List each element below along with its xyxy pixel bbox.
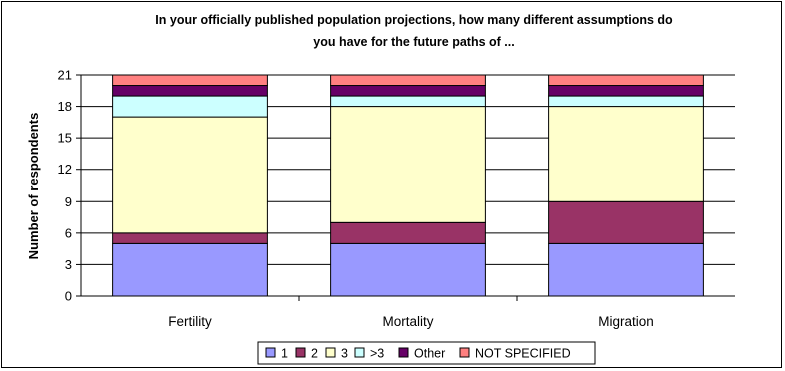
legend-swatch xyxy=(325,347,336,358)
bar-segment xyxy=(112,85,268,97)
bar-segment xyxy=(548,95,704,108)
chart-title-line-2: you have for the future paths of ... xyxy=(313,35,514,49)
legend-box xyxy=(257,341,596,365)
legend-swatch xyxy=(354,347,365,358)
legend-label: >3 xyxy=(370,347,384,361)
chart-title: In your officially published population … xyxy=(155,13,673,49)
bar-segment xyxy=(330,85,486,97)
bar-segment xyxy=(330,95,486,108)
bar-segment xyxy=(330,106,486,223)
y-tick-label: 12 xyxy=(58,162,72,177)
x-category-label: Mortality xyxy=(382,314,433,329)
legend-label: 2 xyxy=(311,347,318,361)
legend-swatch xyxy=(459,347,470,358)
y-tick-label: 3 xyxy=(65,257,72,272)
y-tick-label: 18 xyxy=(58,99,72,114)
legend-swatch xyxy=(295,347,306,358)
bar-segment xyxy=(112,232,268,244)
bar-segment xyxy=(112,95,268,118)
legend-label: NOT SPECIFIED xyxy=(475,347,571,361)
bar-segment xyxy=(330,74,486,87)
bar-segment xyxy=(112,74,268,87)
legend-label: 1 xyxy=(281,347,288,361)
y-axis-title: Number of respondents xyxy=(26,113,41,260)
bar-segment xyxy=(548,106,704,202)
x-category-label: Migration xyxy=(598,314,654,329)
bar-segment xyxy=(330,242,486,297)
y-tick-label: 9 xyxy=(65,194,72,209)
bar-segment xyxy=(548,85,704,97)
y-tick-label: 15 xyxy=(58,131,72,146)
legend: 1 2 3 >3 Other NOT SPECIFIED xyxy=(257,341,596,365)
legend-swatch xyxy=(265,347,276,358)
legend-swatch xyxy=(398,347,409,358)
legend-label: Other xyxy=(414,347,445,361)
y-tick-label: 0 xyxy=(65,289,72,304)
axes: 0 3 6 9 12 15 18 21 Fertility Mortality Migration xyxy=(58,68,735,329)
bars xyxy=(112,74,704,297)
bar-segment xyxy=(548,74,704,87)
legend-label: 3 xyxy=(341,347,348,361)
bar-segment xyxy=(112,116,268,234)
y-tick-label: 6 xyxy=(65,225,72,240)
bar-segment xyxy=(330,221,486,244)
bar-segment xyxy=(548,200,704,244)
y-tick-label: 21 xyxy=(58,68,72,83)
chart-title-line-1: In your officially published population … xyxy=(155,13,673,27)
x-category-label: Fertility xyxy=(168,314,212,329)
bar-segment xyxy=(548,242,704,297)
bar-segment xyxy=(112,242,268,297)
